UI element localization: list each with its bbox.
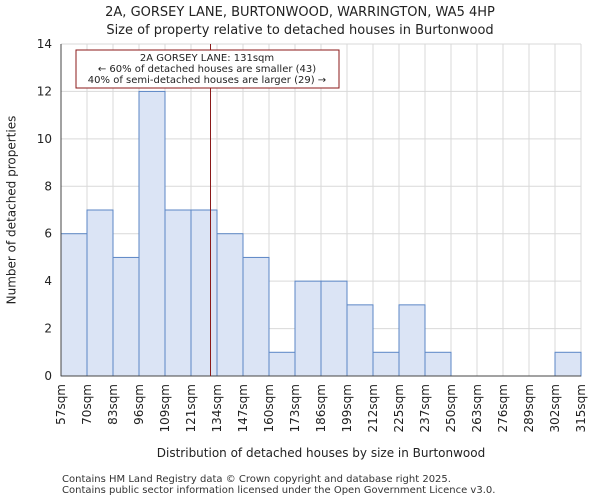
y-tick-label: 8 xyxy=(44,179,52,193)
y-tick-label: 12 xyxy=(37,84,52,98)
y-tick-label: 10 xyxy=(37,132,52,146)
x-tick-label: 225sqm xyxy=(392,384,406,432)
x-tick-label: 212sqm xyxy=(366,384,380,432)
x-tick-label: 186sqm xyxy=(314,384,328,432)
y-tick-label: 2 xyxy=(44,322,52,336)
histogram-bar xyxy=(190,209,218,377)
x-tick-label: 83sqm xyxy=(106,384,120,425)
histogram-bar xyxy=(424,351,452,377)
chart-subtitle: Size of property relative to detached ho… xyxy=(106,23,494,38)
histogram-bar xyxy=(216,233,244,377)
annotation-text: ← 60% of detached houses are smaller (43… xyxy=(98,64,316,75)
y-tick-label: 6 xyxy=(44,227,52,241)
x-tick-label: 315sqm xyxy=(574,384,588,432)
histogram-bar xyxy=(372,351,400,377)
x-tick-label: 147sqm xyxy=(236,384,250,432)
histogram-bar xyxy=(242,256,270,377)
x-tick-label: 121sqm xyxy=(184,384,198,432)
histogram-bar xyxy=(60,233,88,377)
y-tick-label: 4 xyxy=(44,274,52,288)
x-tick-label: 199sqm xyxy=(340,384,354,432)
histogram-bar xyxy=(294,280,322,377)
x-tick-label: 276sqm xyxy=(496,384,510,432)
chart-title: 2A, GORSEY LANE, BURTONWOOD, WARRINGTON,… xyxy=(105,5,495,20)
annotation-text: 40% of semi-detached houses are larger (… xyxy=(88,75,326,86)
histogram-bar xyxy=(398,304,426,377)
y-axis-title: Number of detached properties xyxy=(5,116,19,305)
x-tick-label: 250sqm xyxy=(444,384,458,432)
histogram-bar xyxy=(268,351,296,377)
x-tick-label: 160sqm xyxy=(262,384,276,432)
histogram-bar xyxy=(86,209,114,377)
x-tick-label: 302sqm xyxy=(548,384,562,432)
x-tick-label: 70sqm xyxy=(80,384,94,425)
y-tick-label: 14 xyxy=(37,37,52,51)
x-tick-label: 57sqm xyxy=(54,384,68,425)
annotation-box xyxy=(75,49,340,89)
footer-licence: Contains public sector information licen… xyxy=(62,485,496,496)
footer-copyright: Contains HM Land Registry data © Crown c… xyxy=(62,474,451,485)
x-tick-label: 289sqm xyxy=(522,384,536,432)
x-tick-label: 263sqm xyxy=(470,384,484,432)
y-tick-label: 0 xyxy=(44,369,52,383)
histogram-bar xyxy=(138,90,166,377)
histogram-bar xyxy=(554,351,582,377)
histogram-bar xyxy=(320,280,348,377)
histogram-bar xyxy=(112,256,140,377)
x-axis-title: Distribution of detached houses by size … xyxy=(157,446,485,460)
x-tick-label: 173sqm xyxy=(288,384,302,432)
x-tick-label: 134sqm xyxy=(210,384,224,432)
histogram-bar xyxy=(346,304,374,377)
x-tick-label: 237sqm xyxy=(418,384,432,432)
x-tick-label: 109sqm xyxy=(158,384,172,432)
x-tick-label: 96sqm xyxy=(132,384,146,425)
histogram-bar xyxy=(164,209,192,377)
annotation-text: 2A GORSEY LANE: 131sqm xyxy=(140,53,274,64)
